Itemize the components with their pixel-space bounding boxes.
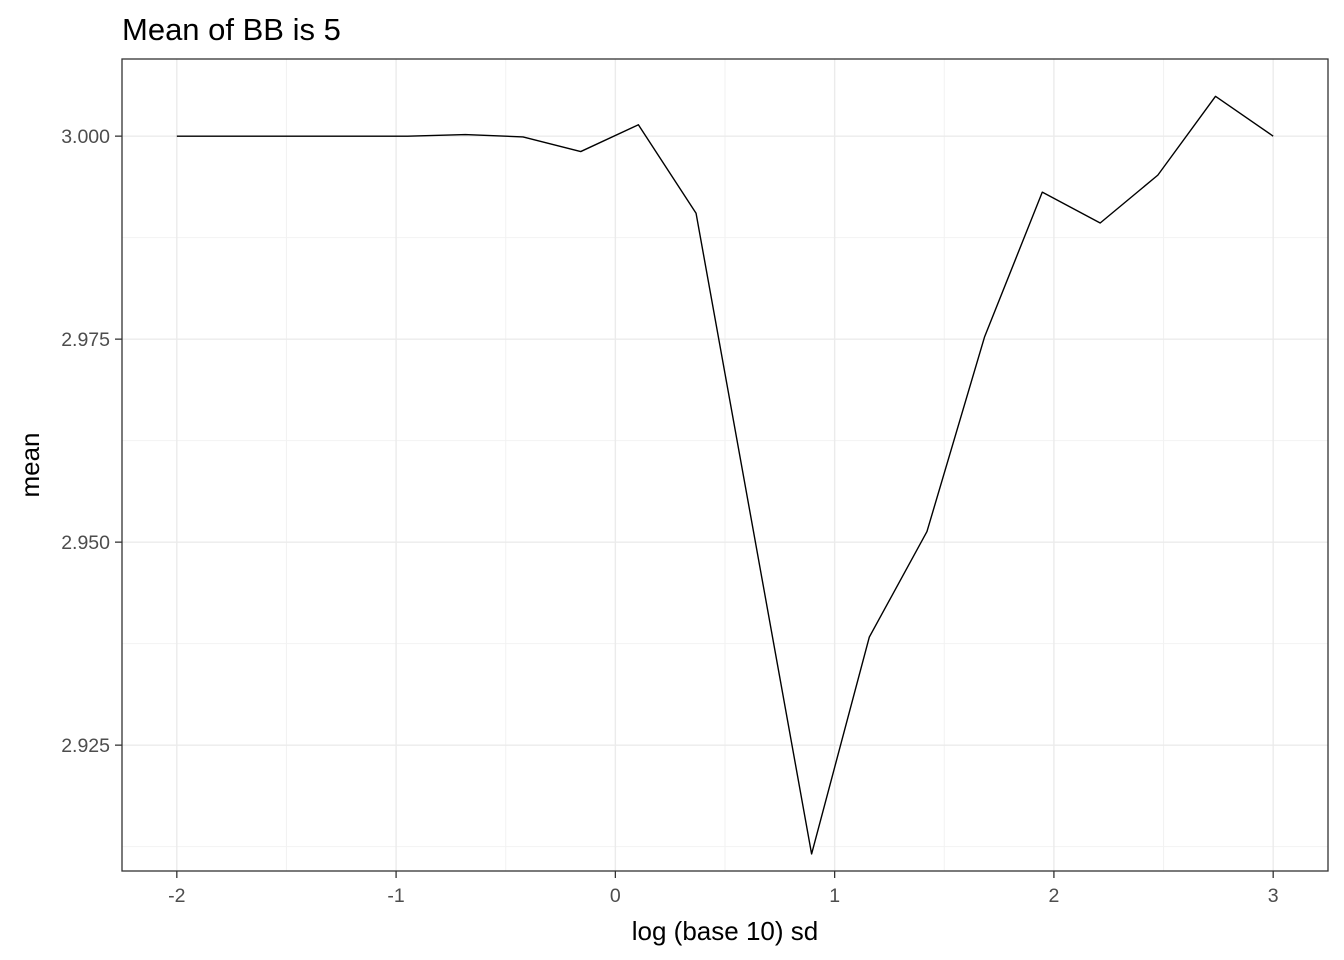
chart-title: Mean of BB is 5 — [122, 12, 341, 47]
y-tick-label: 3.000 — [61, 126, 110, 148]
panel-border — [121, 58, 1329, 872]
y-tick-label: 2.925 — [61, 735, 110, 757]
x-tick-label: -1 — [387, 885, 404, 907]
y-tick-label: 2.975 — [61, 329, 110, 351]
x-axis-ticks: -2 -1 0 1 2 3 — [168, 871, 1279, 907]
x-tick-label: 3 — [1268, 885, 1279, 907]
x-tick-label: 2 — [1048, 885, 1059, 907]
minor-gridlines — [122, 59, 1328, 871]
y-axis-title: mean — [15, 432, 45, 497]
x-tick-label: -2 — [168, 885, 185, 907]
y-axis-ticks: 2.925 2.950 2.975 3.000 — [61, 126, 122, 757]
x-tick-label: 1 — [829, 885, 840, 907]
series-layer — [176, 95, 1274, 855]
x-axis-title: log (base 10) sd — [632, 916, 818, 946]
series-line — [176, 95, 1274, 855]
y-tick-label: 2.950 — [61, 532, 110, 554]
x-tick-label: 0 — [610, 885, 621, 907]
